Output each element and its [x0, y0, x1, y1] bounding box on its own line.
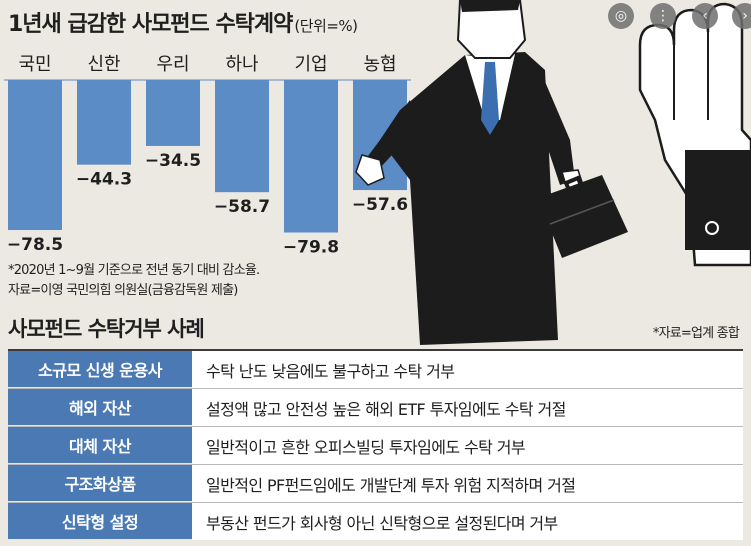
category-label: 신한: [87, 54, 120, 75]
case-description: 일반적이고 흔한 오피스빌딩 투자임에도 수탁 거부: [192, 427, 743, 464]
table-row: 구조화상품 일반적인 PF펀드임에도 개발단계 투자 위험 지적하며 거절: [8, 465, 743, 503]
case-description: 부동산 펀드가 회사형 아닌 신탁형으로 설정된다며 거부: [192, 503, 743, 540]
case-category: 신탁형 설정: [8, 503, 192, 540]
chart-title-text: 1년새 급감한 사모펀드 수탁계약: [8, 12, 293, 37]
table-row: 소규모 신생 운용사 수탁 난도 낮음에도 불구하고 수탁 거부: [8, 351, 743, 389]
category-label: 농협: [363, 54, 396, 75]
bar: [284, 80, 338, 233]
next-icon[interactable]: ›: [732, 3, 751, 29]
data-label: −79.8: [283, 238, 339, 258]
bar: [146, 80, 200, 146]
case-category: 해외 자산: [8, 389, 192, 426]
category-label: 기업: [294, 54, 327, 75]
lens-icon[interactable]: ◎: [608, 3, 634, 29]
table-row: 대체 자산 일반적이고 흔한 오피스빌딩 투자임에도 수탁 거부: [8, 427, 743, 465]
footnote: *2020년 1~9월 기준으로 전년 동기 대비 감소율.: [8, 263, 260, 278]
data-label: −34.5: [145, 151, 201, 171]
bar: [77, 80, 131, 165]
case-category: 대체 자산: [8, 427, 192, 464]
more-icon[interactable]: ⋮: [650, 3, 676, 29]
table-row: 해외 자산 설정액 많고 안전성 높은 해외 ETF 투자임에도 수탁 거절: [8, 389, 743, 427]
category-label: 국민: [18, 54, 51, 75]
data-label: −58.7: [214, 197, 270, 217]
bar: [8, 80, 62, 231]
data-label: −44.3: [76, 170, 132, 190]
table-row: 신탁형 설정 부동산 펀드가 회사형 아닌 신탁형으로 설정된다며 거부: [8, 503, 743, 540]
data-label: −78.5: [7, 235, 63, 255]
case-category: 구조화상품: [8, 465, 192, 502]
bar: [215, 80, 269, 193]
category-label: 우리: [156, 54, 189, 75]
prev-icon[interactable]: ‹: [692, 3, 718, 29]
data-label: −57.6: [352, 195, 408, 215]
case-category: 소규모 신생 운용사: [8, 351, 192, 388]
case-description: 설정액 많고 안전성 높은 해외 ETF 투자임에도 수탁 거절: [192, 389, 743, 426]
cases-table: 소규모 신생 운용사 수탁 난도 낮음에도 불구하고 수탁 거부 해외 자산 설…: [8, 349, 743, 540]
case-description: 수탁 난도 낮음에도 불구하고 수탁 거부: [192, 351, 743, 388]
cases-source: *자료=업계 종합: [652, 326, 740, 341]
businessman-illustration: [355, 0, 751, 345]
cases-title: 사모펀드 수탁거부 사례: [8, 317, 205, 341]
chart-unit: (단위=%): [294, 17, 358, 35]
source-note: 자료=이영 국민의힘 의원실(금융감독원 제출): [8, 283, 238, 298]
case-description: 일반적인 PF펀드임에도 개발단계 투자 위험 지적하며 거절: [192, 465, 743, 502]
category-label: 하나: [225, 54, 258, 75]
chart-title: 1년새 급감한 사모펀드 수탁계약 (단위=%): [8, 6, 358, 38]
